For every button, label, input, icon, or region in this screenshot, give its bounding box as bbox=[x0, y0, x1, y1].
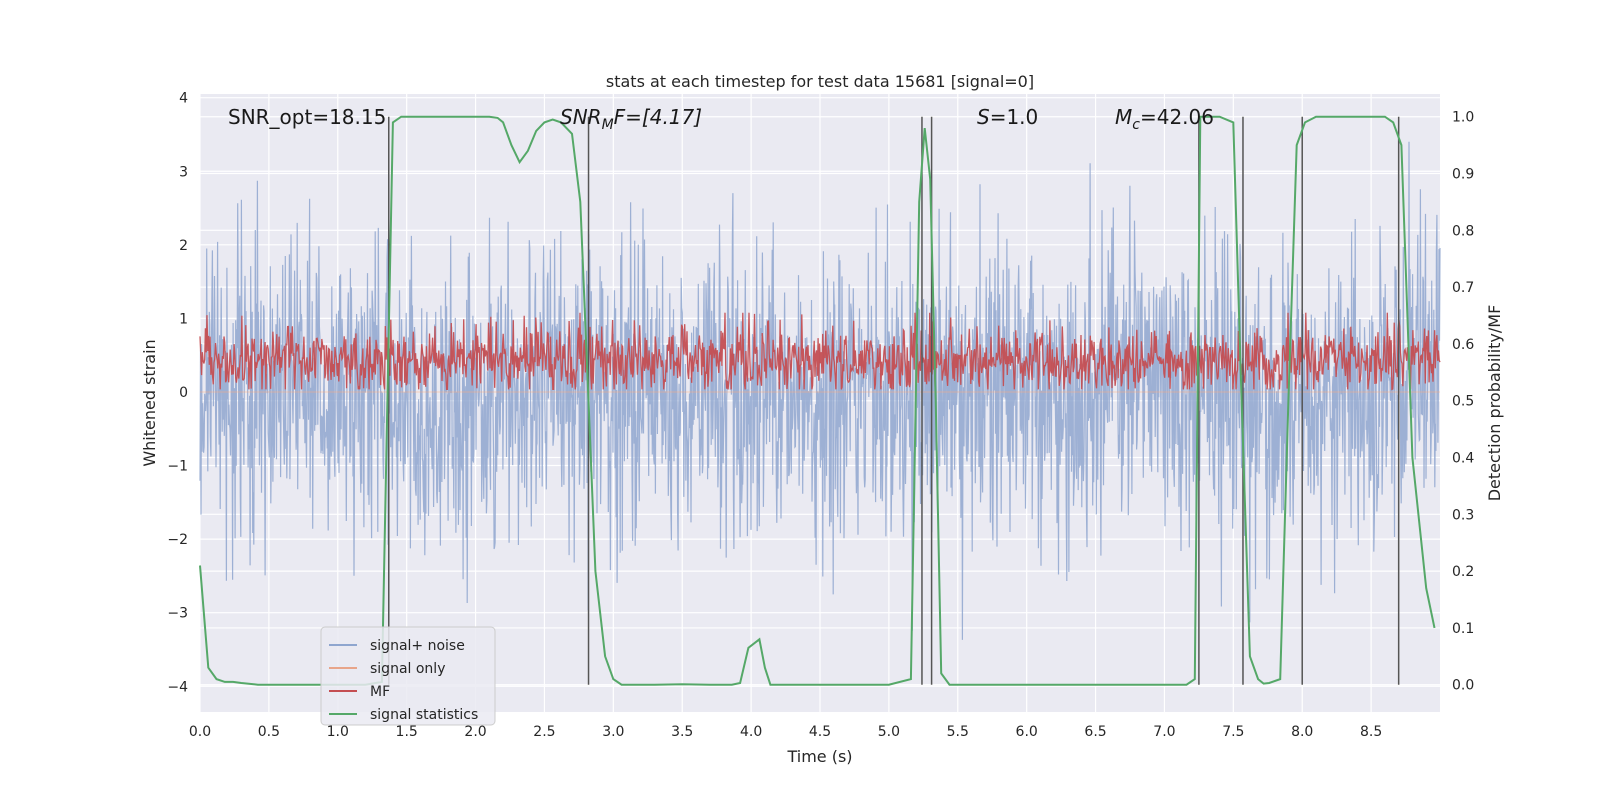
legend-label: signal statistics bbox=[370, 707, 478, 723]
signal-statistics-line bbox=[199, 115, 1436, 686]
series-mf bbox=[199, 312, 1441, 391]
x-tick-labels: 0.0 0.5 1.0 1.5 2.0 2.5 3.0 3.5 4.0 4.5 5.0 5.5 6.0 6… bbox=[189, 724, 1382, 740]
x-tick-label: 6.0 bbox=[1016, 724, 1038, 740]
y-tick-label: 0 bbox=[179, 385, 188, 401]
y2-tick-label: 0.3 bbox=[1452, 507, 1474, 523]
x-tick-label: 0.0 bbox=[189, 724, 211, 740]
y-tick-label: 2 bbox=[179, 238, 188, 254]
annotation-s: S=1.0 bbox=[977, 105, 1038, 129]
legend-label: MF bbox=[370, 684, 390, 700]
x-tick-label: 2.0 bbox=[464, 724, 486, 740]
annotation-snr-mf-post: F=[4.17] bbox=[614, 105, 702, 129]
x-tick-label: 7.0 bbox=[1153, 724, 1175, 740]
y-axis-label: Whitened strain bbox=[140, 339, 159, 466]
y-tick-label: 3 bbox=[179, 164, 188, 180]
x-tick-label: 5.0 bbox=[878, 724, 900, 740]
y2-tick-label: 1.0 bbox=[1452, 110, 1474, 126]
y-tick-label: 1 bbox=[179, 311, 188, 327]
annotation-snr-opt: SNR_opt=18.15 bbox=[228, 105, 386, 129]
x-tick-label: 1.5 bbox=[396, 724, 418, 740]
x-axis-label: Time (s) bbox=[786, 747, 852, 766]
y-tick-labels: 4 3 2 1 0 −1 −2 −3 −4 bbox=[167, 91, 188, 696]
legend-label: signal+ noise bbox=[370, 638, 465, 654]
x-tick-label: 5.5 bbox=[947, 724, 969, 740]
annotation-mc-sub: c bbox=[1132, 117, 1140, 133]
x-tick-label: 6.5 bbox=[1084, 724, 1106, 740]
x-tick-label: 0.5 bbox=[258, 724, 280, 740]
chart-title: stats at each timestep for test data 156… bbox=[606, 72, 1034, 91]
y2-tick-label: 0.7 bbox=[1452, 280, 1474, 296]
annotation-snr-mf-pre: SNR bbox=[560, 105, 602, 129]
legend-items: signal+ noise signal only MF signal statist… bbox=[329, 638, 478, 723]
y-tick-label: −1 bbox=[167, 459, 188, 475]
y2-tick-label: 0.0 bbox=[1452, 678, 1474, 694]
annotation-snr-mf: SNRMF=[4.17] bbox=[560, 105, 702, 133]
x-tick-label: 2.5 bbox=[533, 724, 555, 740]
y2-axis-label: Detection probability/MF bbox=[1485, 305, 1504, 502]
annotation-mc-val: =42.06 bbox=[1140, 105, 1214, 129]
y2-tick-label: 0.2 bbox=[1452, 564, 1474, 580]
annotation-s-val: =1.0 bbox=[990, 105, 1039, 129]
annotation-mc-var: M bbox=[1115, 105, 1132, 129]
y-tick-label: 4 bbox=[179, 91, 188, 107]
x-tick-label: 3.0 bbox=[602, 724, 624, 740]
x-tick-label: 7.5 bbox=[1222, 724, 1244, 740]
annotation-mc: Mc=42.06 bbox=[1115, 105, 1214, 133]
x-tick-label: 3.5 bbox=[671, 724, 693, 740]
x-tick-label: 4.0 bbox=[740, 724, 762, 740]
vertical-markers bbox=[388, 116, 1400, 685]
y-tick-label: −3 bbox=[167, 606, 188, 622]
y2-tick-label: 0.8 bbox=[1452, 223, 1474, 239]
annotation-s-var: S bbox=[977, 105, 990, 129]
legend-label: signal only bbox=[370, 661, 445, 677]
x-tick-label: 8.5 bbox=[1360, 724, 1382, 740]
x-tick-label: 1.0 bbox=[327, 724, 349, 740]
y2-tick-label: 0.4 bbox=[1452, 451, 1474, 467]
y2-tick-label: 0.9 bbox=[1452, 167, 1474, 183]
x-tick-label: 4.5 bbox=[809, 724, 831, 740]
mf-line bbox=[199, 312, 1441, 391]
legend-box bbox=[320, 626, 496, 726]
y2-tick-label: 0.1 bbox=[1452, 621, 1474, 637]
y2-tick-label: 0.6 bbox=[1452, 337, 1474, 353]
y2-tick-label: 0.5 bbox=[1452, 394, 1474, 410]
x-tick-label: 8.0 bbox=[1291, 724, 1313, 740]
series-signal-statistics bbox=[199, 115, 1436, 686]
y2-tick-labels: 1.0 0.9 0.8 0.7 0.6 0.5 0.4 0.3 0.2 0.1 0.0 bbox=[1452, 110, 1474, 694]
legend: signal+ noise signal only MF signal statist… bbox=[320, 626, 496, 726]
y-tick-label: −2 bbox=[167, 532, 188, 548]
annotation-snr-mf-sub: M bbox=[602, 117, 614, 133]
y-tick-label: −4 bbox=[167, 679, 188, 695]
